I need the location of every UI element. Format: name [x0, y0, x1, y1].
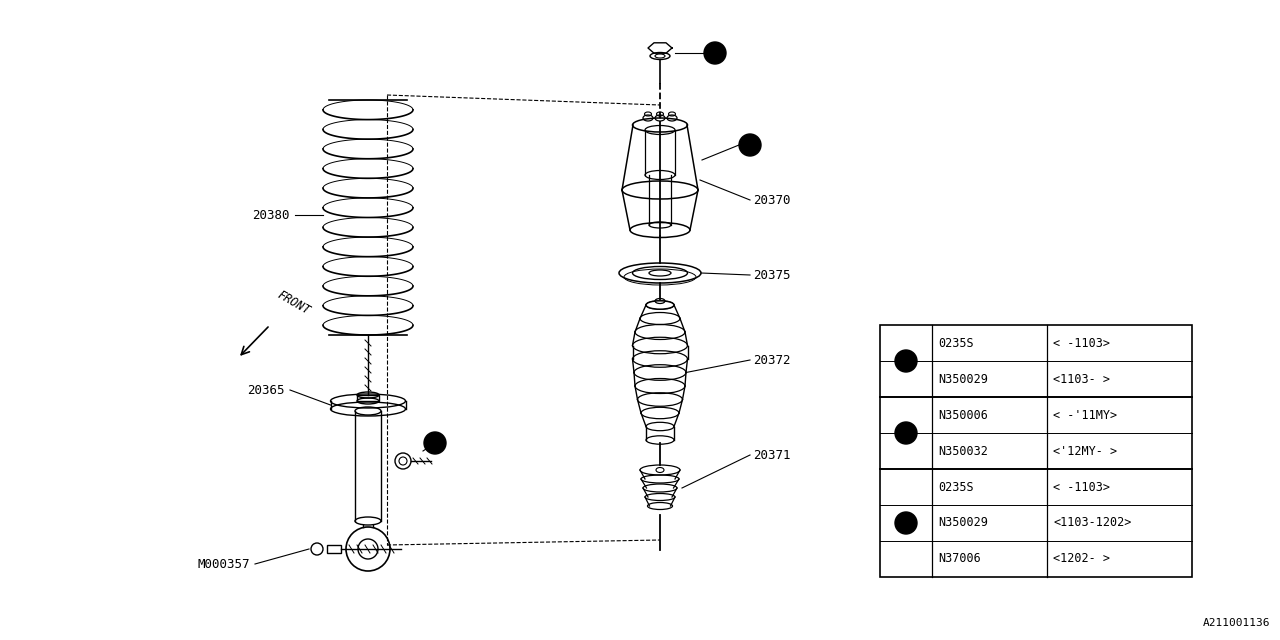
Text: < -'11MY>: < -'11MY> — [1053, 408, 1117, 422]
Text: 20365: 20365 — [247, 383, 285, 397]
Circle shape — [895, 350, 916, 372]
Text: < -1103>: < -1103> — [1053, 337, 1110, 349]
Text: 20375: 20375 — [753, 269, 791, 282]
Text: 20371: 20371 — [753, 449, 791, 461]
Text: N350029: N350029 — [938, 372, 988, 385]
Circle shape — [704, 42, 726, 64]
Circle shape — [739, 134, 762, 156]
Text: N350006: N350006 — [938, 408, 988, 422]
Circle shape — [895, 422, 916, 444]
Bar — [357, 395, 379, 401]
Circle shape — [424, 432, 445, 454]
Text: < -1103>: < -1103> — [1053, 481, 1110, 493]
Text: <'12MY- >: <'12MY- > — [1053, 445, 1117, 458]
Text: <1202- >: <1202- > — [1053, 552, 1110, 566]
Text: 3: 3 — [902, 518, 909, 528]
Bar — [326, 545, 340, 553]
Text: 0235S: 0235S — [938, 481, 974, 493]
Text: <1103- >: <1103- > — [1053, 372, 1110, 385]
Text: FRONT: FRONT — [275, 288, 312, 317]
Text: <1103-1202>: <1103-1202> — [1053, 516, 1132, 529]
Text: N37006: N37006 — [938, 552, 980, 566]
Text: 2: 2 — [431, 438, 438, 448]
Text: 1: 1 — [902, 356, 909, 366]
Circle shape — [895, 512, 916, 534]
Text: 2: 2 — [902, 428, 909, 438]
Ellipse shape — [646, 301, 675, 309]
Text: 3: 3 — [712, 48, 718, 58]
Bar — [881, 325, 1192, 577]
Text: N350032: N350032 — [938, 445, 988, 458]
Text: A211001136: A211001136 — [1202, 618, 1270, 628]
Text: 0235S: 0235S — [938, 337, 974, 349]
Text: 20380: 20380 — [252, 209, 291, 221]
Text: M000357: M000357 — [197, 557, 250, 570]
Text: N350029: N350029 — [938, 516, 988, 529]
Text: 20372: 20372 — [753, 353, 791, 367]
Text: 1: 1 — [746, 140, 754, 150]
Text: 20370: 20370 — [753, 193, 791, 207]
